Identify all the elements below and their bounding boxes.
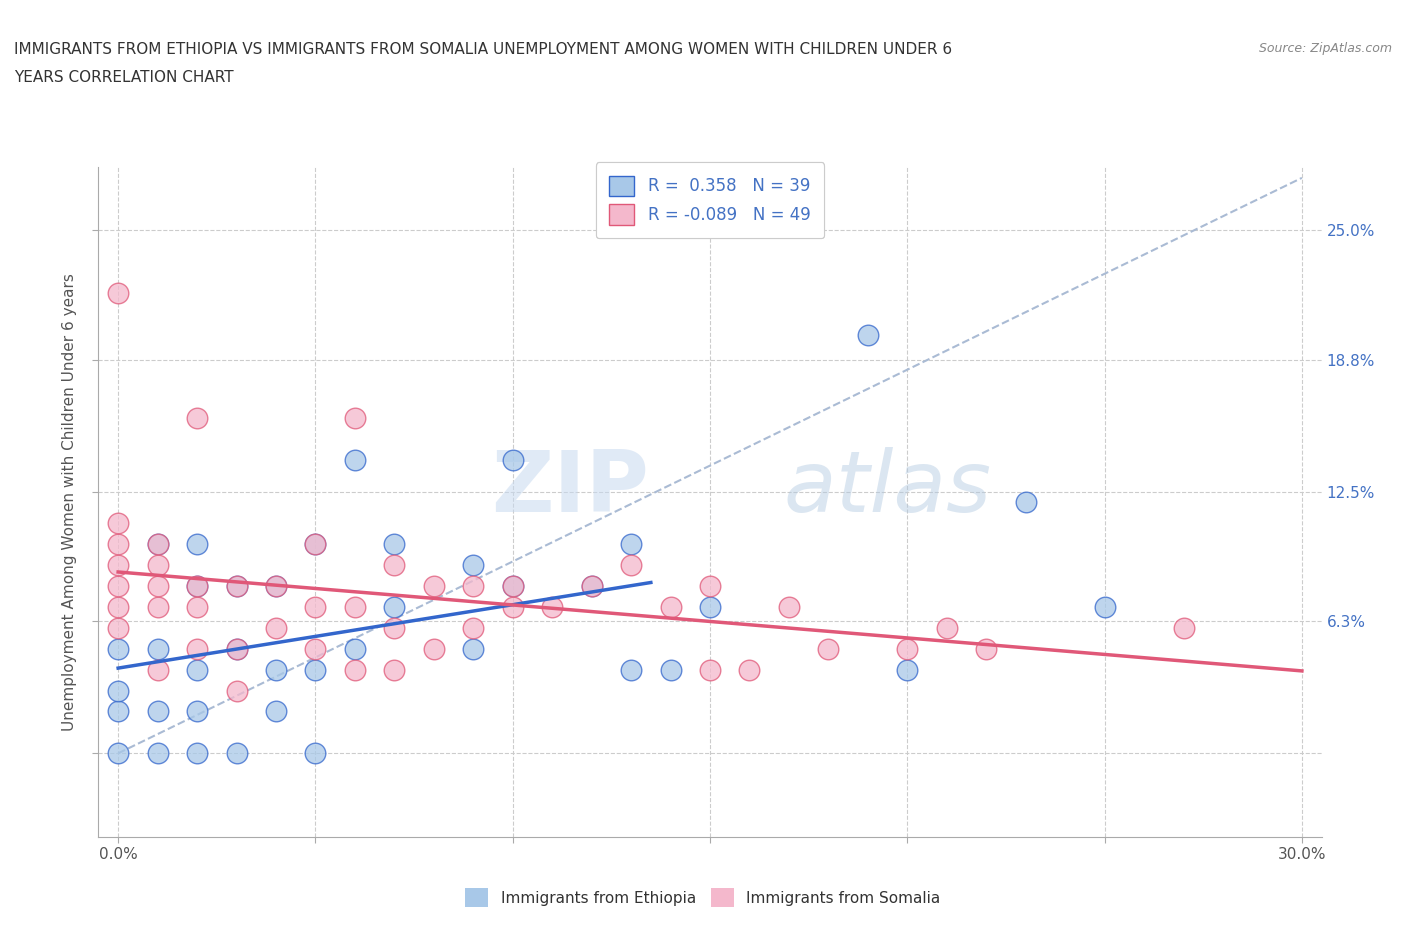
Point bbox=[146, 558, 169, 573]
Point bbox=[146, 578, 169, 593]
Point bbox=[186, 704, 208, 719]
Point bbox=[225, 642, 247, 657]
Point bbox=[343, 662, 366, 677]
Point bbox=[778, 600, 800, 615]
Point bbox=[659, 600, 682, 615]
Point bbox=[935, 620, 957, 635]
Point bbox=[146, 642, 169, 657]
Text: Source: ZipAtlas.com: Source: ZipAtlas.com bbox=[1258, 42, 1392, 55]
Point bbox=[974, 642, 997, 657]
Point bbox=[146, 704, 169, 719]
Point bbox=[1015, 495, 1038, 510]
Point bbox=[343, 600, 366, 615]
Point bbox=[225, 642, 247, 657]
Point bbox=[699, 600, 721, 615]
Point bbox=[186, 411, 208, 426]
Point bbox=[620, 662, 643, 677]
Point bbox=[304, 662, 326, 677]
Point bbox=[146, 662, 169, 677]
Point bbox=[502, 578, 524, 593]
Point bbox=[107, 620, 129, 635]
Point bbox=[107, 578, 129, 593]
Point bbox=[463, 642, 485, 657]
Point bbox=[699, 662, 721, 677]
Point bbox=[186, 537, 208, 551]
Point bbox=[463, 558, 485, 573]
Point bbox=[264, 662, 287, 677]
Point bbox=[146, 537, 169, 551]
Point bbox=[382, 662, 405, 677]
Text: atlas: atlas bbox=[783, 447, 991, 530]
Point bbox=[659, 662, 682, 677]
Y-axis label: Unemployment Among Women with Children Under 6 years: Unemployment Among Women with Children U… bbox=[62, 273, 77, 731]
Point bbox=[107, 516, 129, 531]
Point bbox=[463, 578, 485, 593]
Point bbox=[225, 684, 247, 698]
Point bbox=[343, 411, 366, 426]
Point bbox=[304, 600, 326, 615]
Point bbox=[264, 620, 287, 635]
Point bbox=[186, 600, 208, 615]
Point bbox=[896, 642, 918, 657]
Legend: Immigrants from Ethiopia, Immigrants from Somalia: Immigrants from Ethiopia, Immigrants fro… bbox=[460, 883, 946, 913]
Point bbox=[186, 578, 208, 593]
Point bbox=[186, 578, 208, 593]
Text: YEARS CORRELATION CHART: YEARS CORRELATION CHART bbox=[14, 70, 233, 85]
Point bbox=[1094, 600, 1116, 615]
Point bbox=[1173, 620, 1195, 635]
Point bbox=[423, 578, 446, 593]
Point bbox=[581, 578, 603, 593]
Point bbox=[502, 453, 524, 468]
Point bbox=[146, 537, 169, 551]
Point bbox=[382, 620, 405, 635]
Point bbox=[896, 662, 918, 677]
Point bbox=[107, 746, 129, 761]
Point bbox=[107, 642, 129, 657]
Point bbox=[264, 704, 287, 719]
Point bbox=[620, 558, 643, 573]
Point bbox=[264, 578, 287, 593]
Point bbox=[502, 578, 524, 593]
Point bbox=[581, 578, 603, 593]
Point bbox=[186, 746, 208, 761]
Point bbox=[382, 558, 405, 573]
Point bbox=[343, 453, 366, 468]
Point bbox=[186, 662, 208, 677]
Point bbox=[699, 578, 721, 593]
Point bbox=[620, 537, 643, 551]
Point bbox=[107, 684, 129, 698]
Point bbox=[738, 662, 761, 677]
Point bbox=[107, 286, 129, 300]
Point bbox=[107, 537, 129, 551]
Point bbox=[856, 327, 879, 342]
Point bbox=[304, 642, 326, 657]
Point bbox=[817, 642, 839, 657]
Point bbox=[264, 578, 287, 593]
Point bbox=[304, 746, 326, 761]
Point bbox=[423, 642, 446, 657]
Text: ZIP: ZIP bbox=[491, 447, 650, 530]
Point bbox=[502, 600, 524, 615]
Point bbox=[304, 537, 326, 551]
Point bbox=[186, 642, 208, 657]
Point bbox=[382, 600, 405, 615]
Point bbox=[225, 746, 247, 761]
Point bbox=[541, 600, 564, 615]
Point bbox=[146, 600, 169, 615]
Point bbox=[107, 600, 129, 615]
Point bbox=[382, 537, 405, 551]
Point bbox=[463, 620, 485, 635]
Text: IMMIGRANTS FROM ETHIOPIA VS IMMIGRANTS FROM SOMALIA UNEMPLOYMENT AMONG WOMEN WIT: IMMIGRANTS FROM ETHIOPIA VS IMMIGRANTS F… bbox=[14, 42, 952, 57]
Point bbox=[107, 558, 129, 573]
Point bbox=[343, 642, 366, 657]
Point bbox=[304, 537, 326, 551]
Legend: R =  0.358   N = 39, R = -0.089   N = 49: R = 0.358 N = 39, R = -0.089 N = 49 bbox=[596, 163, 824, 238]
Point bbox=[225, 578, 247, 593]
Point bbox=[107, 704, 129, 719]
Point bbox=[225, 578, 247, 593]
Point bbox=[146, 746, 169, 761]
